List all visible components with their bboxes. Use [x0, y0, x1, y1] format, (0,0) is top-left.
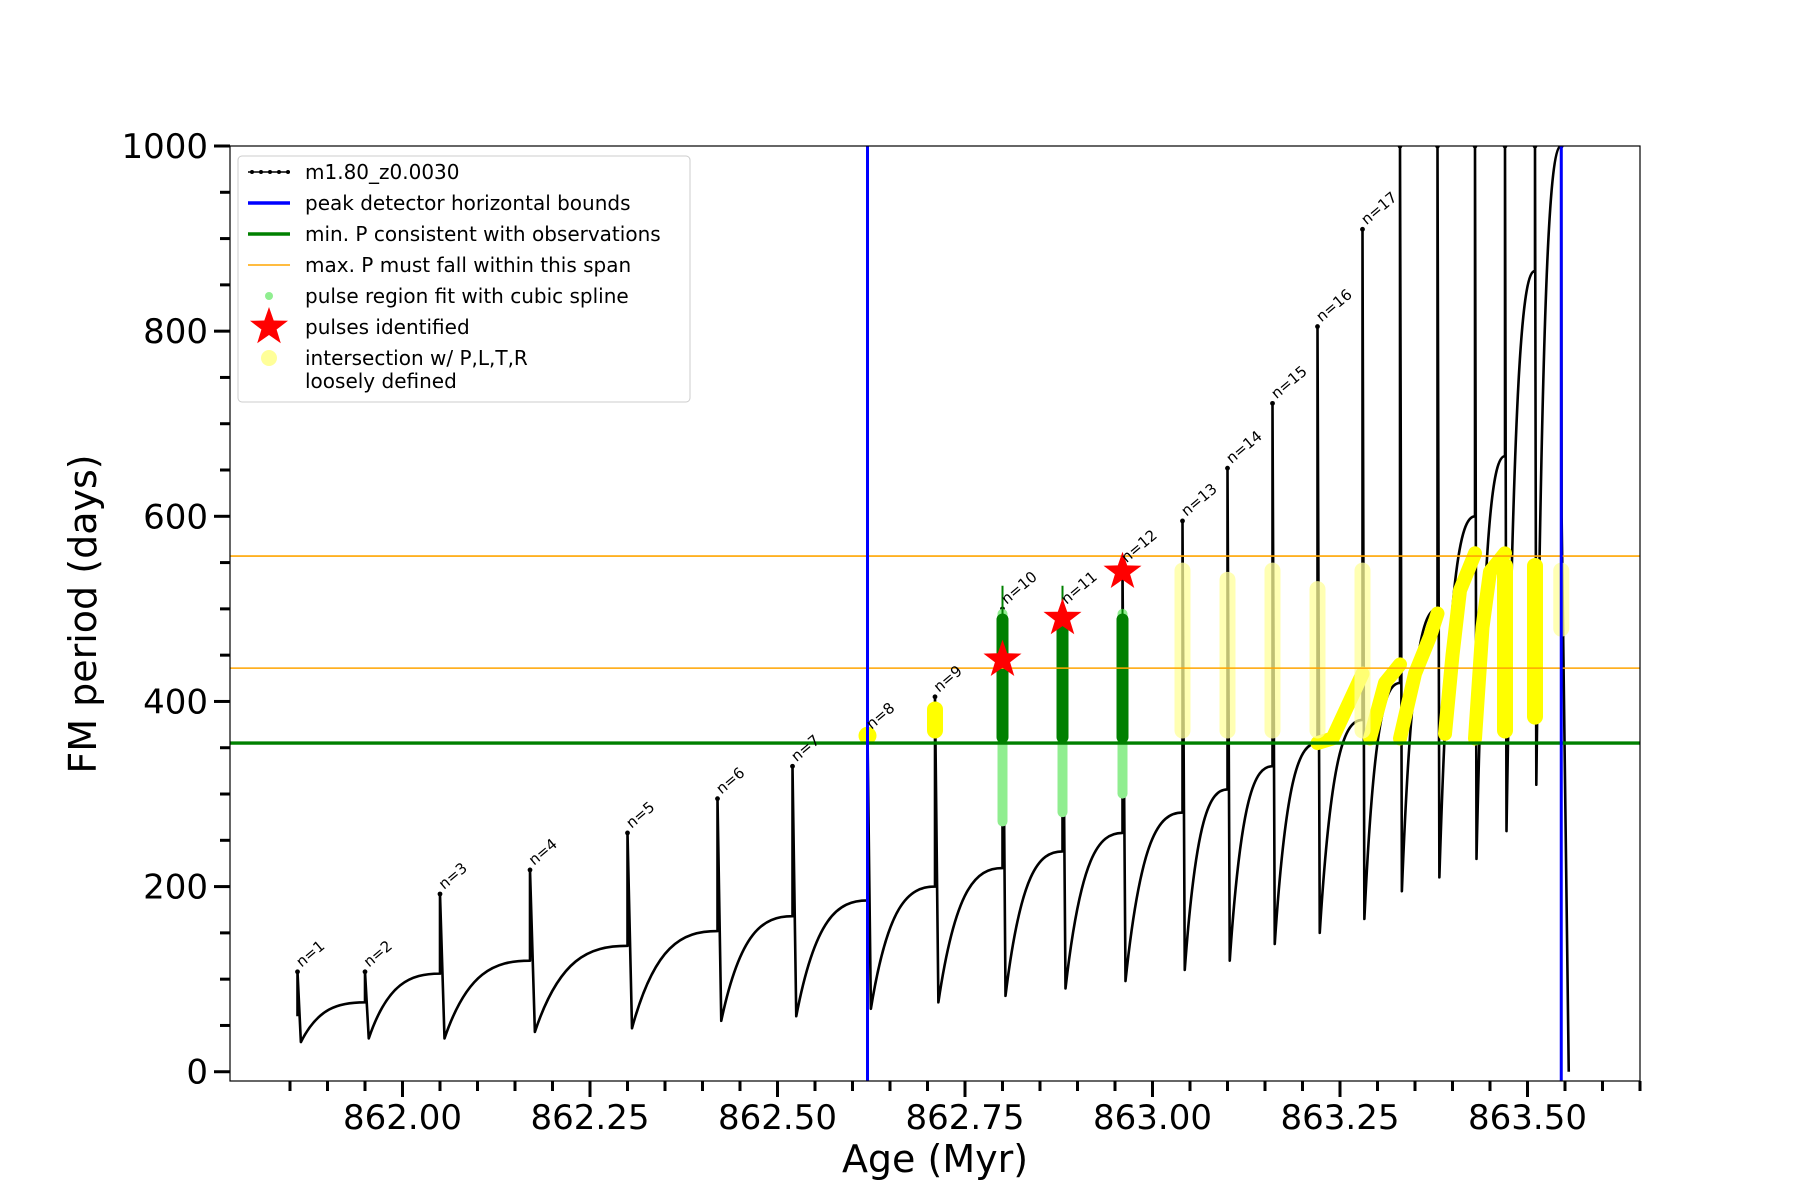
legend-label: peak detector horizontal bounds [305, 191, 631, 215]
series-point-peak [790, 763, 795, 769]
legend-swatch-marker [250, 170, 254, 174]
y-tick-label: 200 [143, 868, 208, 908]
yellow-intersection-arc [1438, 546, 1482, 741]
yellow-intersection-band [1174, 562, 1191, 739]
pulse-identified-star [1043, 598, 1082, 635]
legend-entry: pulses identified [250, 307, 470, 344]
series-point-peak [932, 694, 938, 700]
yellow-intersection-arc [1468, 546, 1512, 746]
x-axis-label: Age (Myr) [842, 1137, 1028, 1181]
legend-label: max. P must fall within this span [305, 253, 631, 277]
x-tick-label: 863.00 [1093, 1098, 1212, 1138]
legend-swatch-marker [268, 170, 272, 174]
x-tick-label: 862.75 [906, 1098, 1025, 1138]
series-point-peak [1180, 518, 1185, 524]
legend-label-line2: loosely defined [305, 369, 457, 393]
series-point-peak [437, 891, 443, 897]
y-tick-label: 800 [143, 312, 208, 352]
series-point-peak [295, 969, 300, 975]
legend-swatch-circle [261, 350, 277, 366]
x-tick-label: 862.50 [718, 1098, 837, 1138]
series-point-peak [1360, 226, 1365, 232]
legend-swatch-marker [259, 170, 263, 174]
green-pulse-region [1056, 613, 1069, 744]
legend-entry: pulse region fit with cubic spline [265, 284, 629, 308]
series-point-peak [715, 796, 720, 802]
legend-entry: max. P must fall within this span [248, 253, 631, 277]
series-point-peak [362, 969, 368, 975]
yellow-intersection-band [1354, 562, 1371, 739]
y-tick-label: 0 [186, 1053, 208, 1093]
legend-swatch-marker [286, 170, 290, 174]
legend-entry: min. P consistent with observations [248, 222, 661, 246]
pulse-identified-star [983, 639, 1022, 676]
legend-label: intersection w/ P,L,T,R [305, 346, 528, 370]
yellow-intersection-arc [1363, 657, 1407, 746]
y-axis-ticks: 0 200 400 600 800 1000 [121, 127, 230, 1093]
series-point-peak [527, 867, 533, 873]
yellow-intersection-band [1309, 581, 1326, 739]
legend-label: min. P consistent with observations [305, 222, 661, 246]
series-point-peak [625, 830, 630, 836]
pulse-identified-star [1103, 551, 1142, 588]
series-point-peak [1225, 465, 1230, 471]
legend-entry: m1.80_z0.0030 [248, 160, 460, 184]
y-tick-label: 1000 [121, 127, 208, 167]
series-point-peak [1315, 324, 1320, 329]
yellow-intersection-band [1264, 562, 1281, 739]
x-axis-ticks: 862.00 862.25 862.50 862.75 863.00 863.25 863.… [288, 1081, 1642, 1138]
yellow-intersection-arc [1393, 606, 1445, 746]
legend-swatch-marker [277, 170, 281, 174]
legend-label: m1.80_z0.0030 [305, 160, 460, 184]
x-tick-label: 863.25 [1281, 1098, 1400, 1138]
green-pulse-region [996, 613, 1009, 744]
yellow-intersection-band [1219, 571, 1236, 739]
legend-entry: peak detector horizontal bounds [248, 191, 631, 215]
yellow-intersection-band [1497, 557, 1513, 739]
legend-swatch-dot [265, 292, 273, 300]
legend-box [237, 155, 691, 403]
x-tick-label: 862.25 [531, 1098, 650, 1138]
legend-label: pulse region fit with cubic spline [305, 284, 629, 308]
axes-frame [229, 145, 1641, 1082]
yellow-intersection-band [1527, 557, 1543, 725]
legend-swatch-star [250, 307, 288, 344]
y-axis-label: FM period (days) [61, 454, 105, 773]
x-tick-label: 863.50 [1468, 1098, 1587, 1138]
y-tick-label: 600 [143, 497, 208, 537]
x-tick-label: 862.00 [343, 1098, 462, 1138]
series-point-peak [1270, 400, 1275, 406]
series-m1.80_z0.0030 [296, 146, 1571, 1072]
yellow-intersection-band [927, 701, 943, 739]
legend-label: pulses identified [305, 315, 470, 339]
y-tick-label: 400 [143, 682, 208, 722]
green-pulse-region [1116, 613, 1129, 744]
